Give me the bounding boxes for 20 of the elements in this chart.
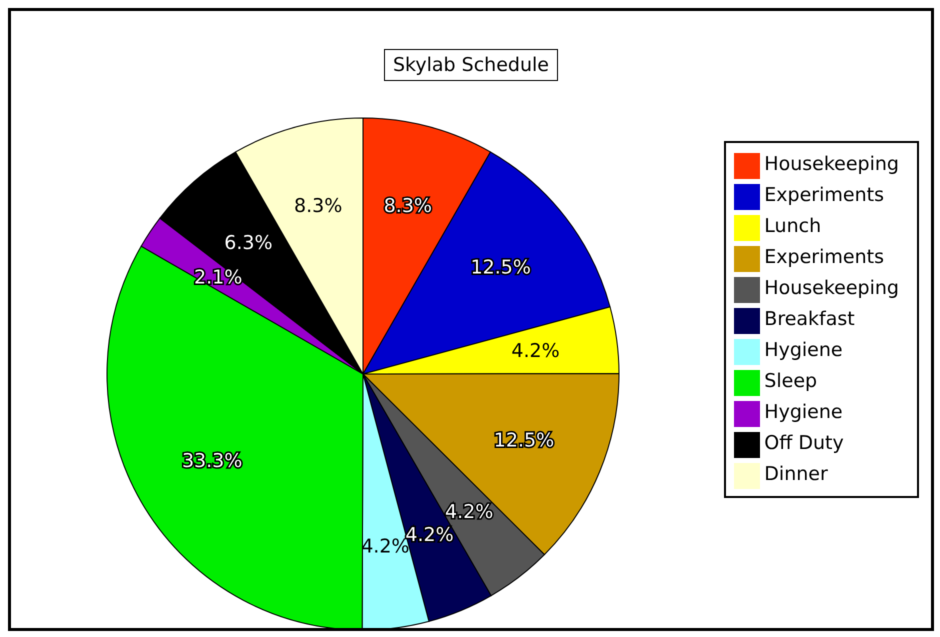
data-label: 4.2% [445,500,494,523]
chart-title: Skylab Schedule [384,49,558,81]
legend-label: Breakfast [764,308,855,330]
data-label: 12.5% [470,256,531,279]
data-label: 8.3% [384,194,432,217]
legend-label: Off Duty [764,432,844,454]
legend-label: Experiments [764,246,884,268]
data-label: 33.3% [182,450,242,472]
legend-label: Housekeeping [764,277,899,299]
data-label: 6.3% [224,232,273,254]
legend-label: Dinner [764,463,828,485]
legend-label: Hygiene [764,339,843,361]
legend-label: Experiments [764,184,884,206]
data-label: 8.3% [294,194,342,217]
legend-label: Hygiene [764,401,843,423]
legend-label: Sleep [764,370,818,392]
data-label: 12.5% [494,429,554,452]
legend-label: Housekeeping [764,153,899,175]
data-label: 4.2% [511,340,560,362]
legend-label: Lunch [764,215,822,237]
